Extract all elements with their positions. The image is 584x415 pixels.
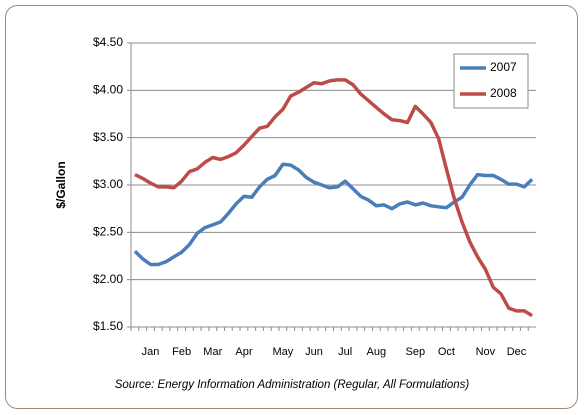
y-tick-label: $3.00 [93,177,123,191]
x-tick-label: Aug [367,346,387,358]
series-line [133,162,534,267]
legend-label: 2007 [490,60,517,74]
x-tick-label: Apr [235,346,252,358]
y-axis-label: $/Gallon [54,161,68,208]
x-tick-label: Mar [203,346,222,358]
x-tick-label: Nov [476,346,496,358]
x-tick-label: Jun [305,346,323,358]
y-tick-label: $3.50 [93,130,123,144]
y-tick-label: $4.00 [93,83,123,97]
y-tick-label: $1.50 [93,319,123,333]
y-tick-label: $4.50 [93,35,123,49]
x-tick-label: Sep [405,346,425,358]
legend-box [453,53,529,109]
x-tick-label: Oct [438,346,455,358]
x-tick-label: May [272,346,293,358]
y-tick-label: $2.00 [93,272,123,286]
y-tick-label: $2.50 [93,225,123,239]
legend-label: 2008 [490,86,517,100]
x-tick-label: Jul [338,346,352,358]
x-tick-label: Feb [172,346,191,358]
x-tick-label: Dec [507,346,527,358]
series-line [134,78,534,318]
source-note: Source: Energy Information Administratio… [115,379,470,391]
x-tick-label: Jan [142,346,160,358]
chart-frame [5,5,578,409]
